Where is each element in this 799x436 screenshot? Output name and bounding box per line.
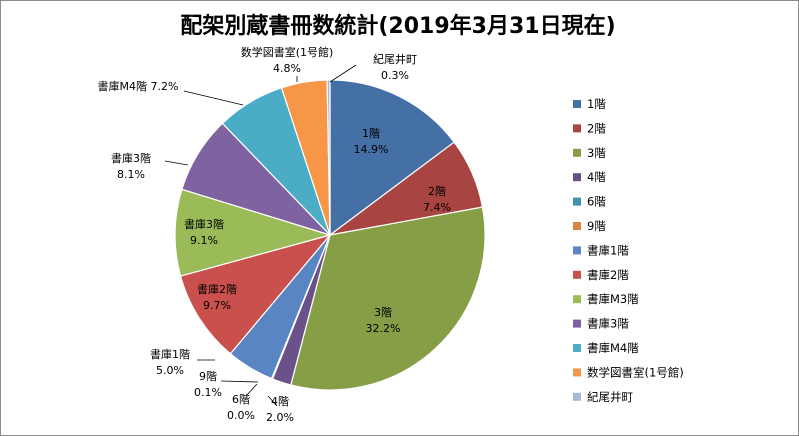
data-label: 書庫2階 9.7% — [197, 282, 237, 312]
data-label: 数学図書室(1号館) 4.8% — [241, 45, 334, 75]
data-label-value: 9.1% — [190, 234, 218, 247]
leader-line — [267, 395, 278, 407]
legend-label: 3階 — [587, 146, 606, 160]
data-label: 1階 14.9% — [354, 126, 389, 156]
data-label-value: 8.1% — [117, 168, 145, 181]
data-labels: 1階 14.9% 2階 7.4% 3階 32.2% 4階 2.0% 6階 0.0% 9階 0.1% 書庫… — [98, 45, 451, 424]
leader-line — [183, 90, 244, 106]
data-label-name: 数学図書室(1号館) — [241, 45, 334, 59]
data-label-name: 1階 — [362, 126, 380, 140]
data-label-name: 紀尾井町 — [373, 52, 417, 66]
legend-label: 1階 — [587, 97, 606, 111]
legend-swatch — [573, 124, 581, 133]
data-label-value: 32.2% — [366, 322, 401, 335]
pie-slice — [326, 79, 331, 236]
legend-label: 書庫1階 — [587, 243, 629, 257]
data-label-value: 7.4% — [423, 201, 451, 214]
data-label: 6階 0.0% — [227, 392, 255, 422]
data-label-value: 9.7% — [203, 299, 231, 312]
legend-label: 数学図書室(1号館) — [587, 365, 684, 379]
pie-slices — [174, 79, 486, 391]
data-label-name: 書庫2階 — [197, 282, 237, 296]
data-label-value: 14.9% — [354, 143, 389, 156]
data-label-name: 書庫3階 — [111, 151, 151, 165]
data-label-value: 5.0% — [156, 364, 184, 377]
data-label: 書庫1階 5.0% — [150, 347, 190, 377]
data-label-name: 書庫3階 — [184, 217, 224, 231]
data-label-name: 9階 — [199, 369, 217, 383]
data-label: 9階 0.1% — [194, 369, 222, 399]
legend-swatch — [573, 197, 581, 206]
leader-line — [164, 160, 189, 166]
data-label-name: 4階 — [271, 394, 289, 408]
leader-lines — [164, 64, 357, 407]
data-label-name: 書庫M4階 7.2% — [98, 79, 179, 93]
legend-swatch — [573, 148, 581, 157]
leader-line — [246, 383, 258, 396]
data-label: 4階 2.0% — [266, 394, 294, 424]
leader-line — [329, 64, 357, 83]
leader-line — [220, 380, 259, 383]
data-label-name: 書庫1階 — [150, 347, 190, 361]
pie-slice — [179, 233, 332, 355]
data-label-name: 2階 — [428, 184, 446, 198]
legend-swatch — [573, 319, 581, 328]
legend: 1階 2階 3階 4階 6階 9階書庫1階書庫2階書庫M3階書庫3階書庫M4階数学図書室(… — [573, 97, 684, 404]
data-label: 書庫M4階 7.2% — [98, 79, 179, 93]
data-label-value: 0.0% — [227, 409, 255, 422]
pie-slice — [290, 206, 486, 391]
legend-label: 2階 — [587, 121, 606, 135]
data-label: 2階 7.4% — [423, 184, 451, 214]
data-label-name: 6階 — [232, 392, 250, 406]
legend-swatch — [573, 100, 581, 108]
data-label-value: 2.0% — [266, 411, 294, 424]
data-label: 紀尾井町 0.3% — [373, 52, 417, 82]
legend-swatch — [573, 173, 581, 182]
data-label: 書庫3階 9.1% — [184, 217, 224, 247]
legend-swatch — [573, 222, 581, 230]
legend-label: 紀尾井町 — [587, 390, 633, 404]
legend-swatch — [573, 295, 581, 304]
legend-swatch — [573, 392, 581, 401]
legend-swatch — [573, 270, 581, 279]
pie-slice — [174, 188, 333, 277]
legend-swatch — [573, 368, 581, 377]
legend-label: 書庫3階 — [587, 317, 629, 331]
legend-label: 書庫2階 — [587, 268, 629, 282]
legend-label: 6階 — [587, 195, 606, 209]
data-label: 書庫3階 8.1% — [111, 151, 151, 181]
legend-label: 書庫M3階 — [587, 292, 639, 306]
data-label-name: 3階 — [374, 305, 392, 319]
legend-swatch — [573, 246, 581, 255]
data-label: 3階 32.2% — [366, 305, 401, 335]
data-label-value: 0.1% — [194, 386, 222, 399]
data-label-value: 0.3% — [381, 69, 409, 82]
chart-title: 配架別蔵書冊数統計(2019年3月31日現在) — [180, 13, 615, 39]
legend-swatch — [573, 344, 581, 352]
pie-slice — [329, 79, 455, 237]
legend-label: 4階 — [587, 170, 606, 184]
data-label-value: 4.8% — [273, 62, 301, 75]
legend-label: 書庫M4階 — [587, 341, 639, 355]
legend-label: 9階 — [587, 219, 606, 233]
